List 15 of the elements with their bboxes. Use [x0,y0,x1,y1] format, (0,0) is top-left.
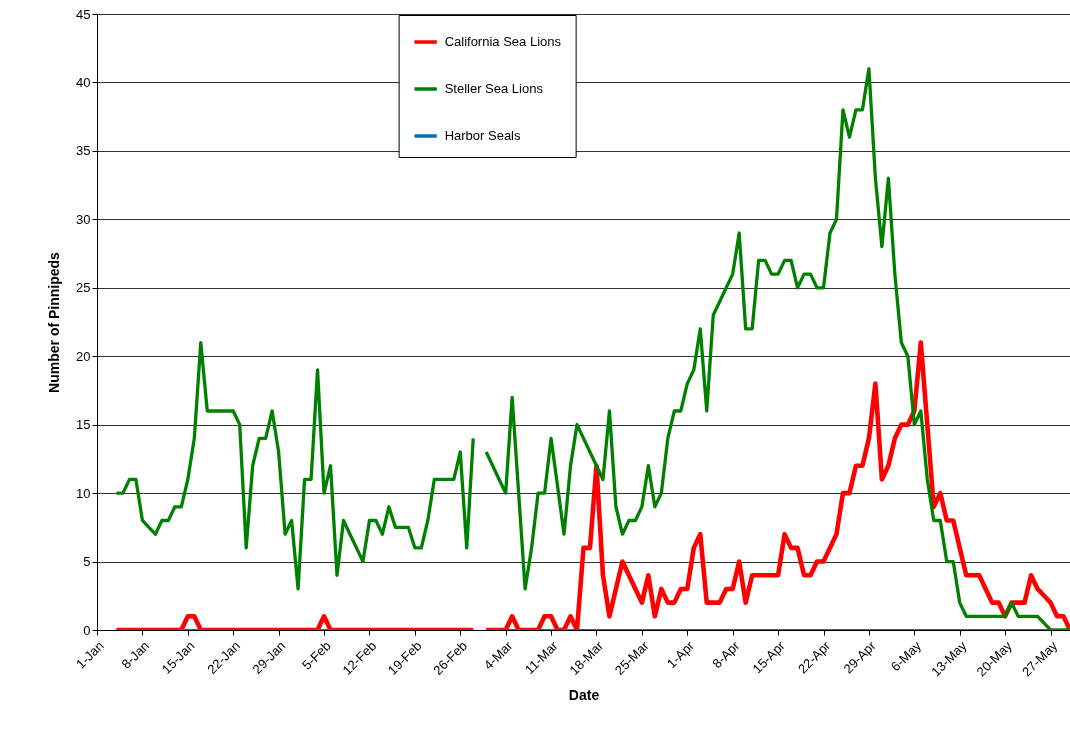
y-tick-label: 20 [76,348,91,364]
legend-label: California Sea Lions [444,34,562,49]
y-tick-label: 5 [83,554,91,570]
legend-label: Harbor Seals [444,128,521,143]
x-axis-title: Date [568,687,600,704]
y-tick-label: 35 [76,143,91,159]
y-tick-label: 0 [83,622,91,638]
y-axis-title: Number of Pinnipeds [46,251,63,393]
y-tick-label: 40 [76,74,91,90]
y-tick-label: 10 [76,485,91,501]
y-tick-label: 45 [76,6,91,22]
y-tick-label: 25 [76,280,91,296]
y-tick-label: 15 [76,417,91,433]
legend-label: Steller Sea Lions [444,81,544,96]
y-tick-label: 30 [76,211,91,227]
